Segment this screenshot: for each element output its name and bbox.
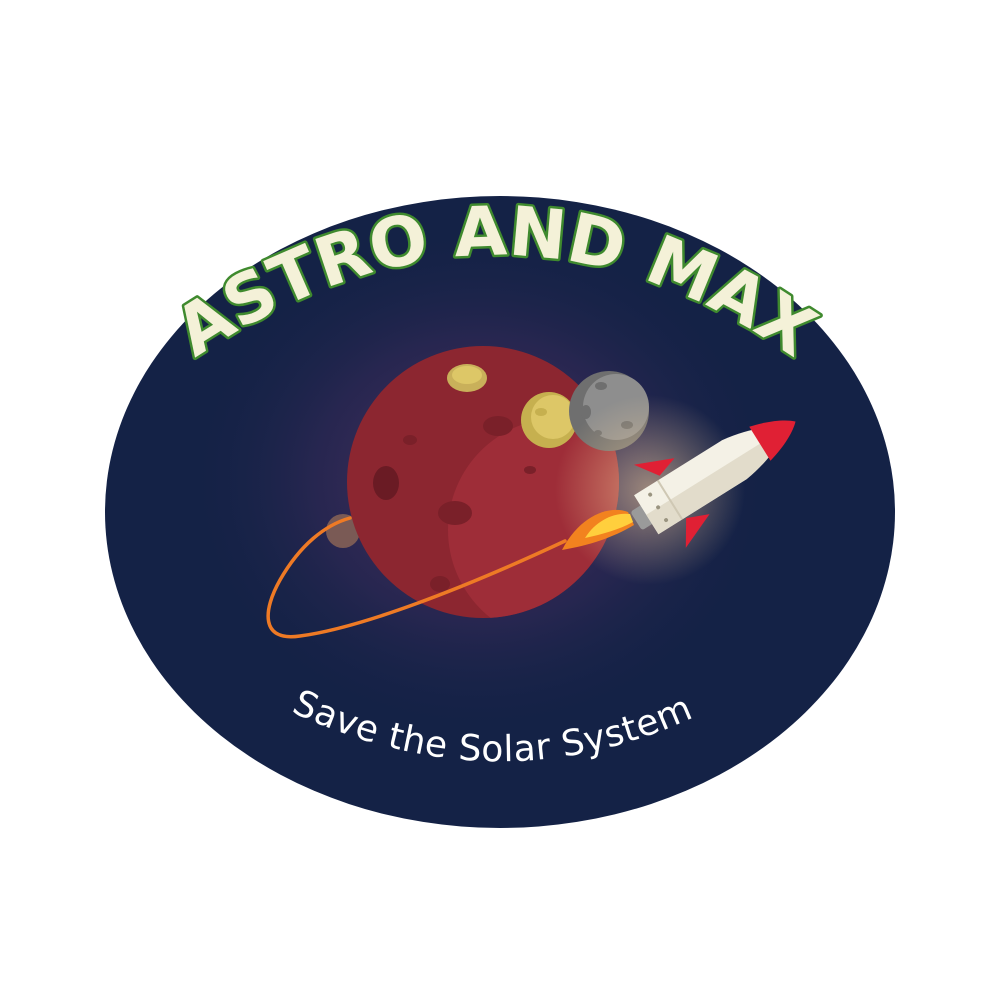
yellow-moon-icon [521, 392, 577, 448]
rocket-flame-icon [562, 509, 634, 550]
rocket-icon [631, 420, 796, 548]
orbit-trail [266, 516, 567, 639]
